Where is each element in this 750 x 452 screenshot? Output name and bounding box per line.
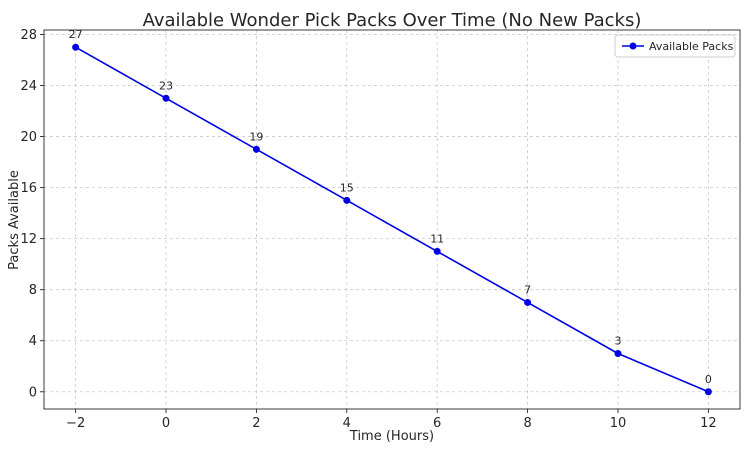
data-point: [343, 196, 351, 204]
legend: Available Packs: [614, 34, 736, 58]
legend-swatch-marker: [629, 42, 637, 50]
data-point: [72, 43, 80, 51]
axes: [43, 29, 741, 410]
y-tick-label: 8: [29, 283, 37, 298]
data-label: 19: [249, 130, 263, 143]
y-tick-label: 12: [20, 232, 37, 247]
data-label: 23: [159, 79, 173, 92]
series-line: [75, 46, 709, 393]
y-tick-label: 16: [20, 181, 37, 196]
data-point: [704, 388, 712, 396]
legend-box: [614, 34, 736, 58]
x-tick-label: 4: [343, 416, 351, 431]
data-label: 3: [614, 334, 621, 347]
data-label: 0: [705, 373, 712, 386]
x-tick-label: 0: [162, 416, 170, 431]
data-label: 7: [524, 283, 531, 296]
y-tick-label: 20: [20, 130, 37, 145]
y-tick-label: 0: [29, 385, 37, 400]
x-tick-label: 6: [433, 416, 441, 431]
chart-title: Available Wonder Pick Packs Over Time (N…: [143, 10, 642, 31]
grid: [44, 30, 740, 409]
data-point: [614, 349, 622, 357]
plot-frame: [43, 29, 741, 410]
data-point: [524, 298, 532, 306]
x-tick-label: 10: [610, 416, 627, 431]
x-tick-label: −2: [66, 416, 85, 431]
data-point: [252, 145, 260, 153]
y-axis-label: Packs Available: [7, 170, 22, 270]
x-tick-label: 8: [523, 416, 531, 431]
x-axis-label: Time (Hours): [349, 429, 434, 444]
data-label: 15: [340, 181, 354, 194]
x-tick-label: 12: [700, 416, 717, 431]
y-tick-label: 28: [20, 28, 37, 43]
data-label: 11: [430, 232, 444, 245]
x-tick-label: 2: [252, 416, 260, 431]
y-tick-label: 24: [20, 79, 37, 94]
y-tick-label: 4: [29, 334, 37, 349]
data-label: 27: [69, 28, 83, 41]
legend-entry-label: Available Packs: [649, 40, 734, 53]
data-labels: 27 23 19 15 11 7 3 0: [69, 28, 712, 386]
series-layer: [72, 43, 712, 396]
data-point: [162, 94, 170, 102]
data-point: [433, 247, 441, 255]
